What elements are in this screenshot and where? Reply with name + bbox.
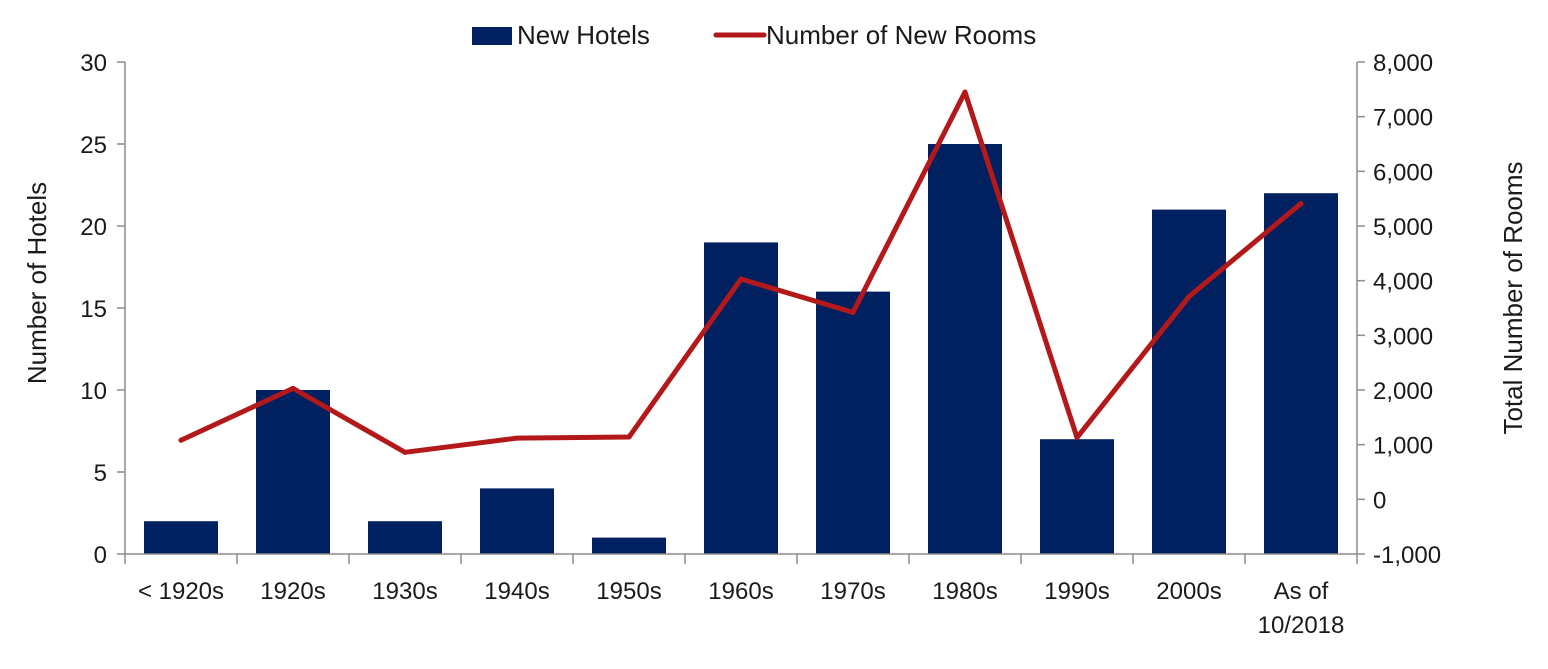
right-tick-label: 2,000 bbox=[1373, 378, 1433, 405]
left-axis-title: Number of Hotels bbox=[22, 182, 52, 384]
x-tick-label: 1930s bbox=[372, 578, 437, 605]
x-tick-label: 1950s bbox=[596, 578, 661, 605]
left-tick-label: 5 bbox=[94, 460, 107, 487]
line-point-new-rooms bbox=[850, 309, 856, 315]
line-point-new-rooms bbox=[514, 435, 520, 441]
bar-new-hotels bbox=[704, 242, 778, 554]
line-point-new-rooms bbox=[402, 449, 408, 455]
line-point-new-rooms bbox=[1298, 201, 1304, 207]
right-axis-title: Total Number of Rooms bbox=[1498, 161, 1528, 434]
x-tick-label: 1990s bbox=[1044, 578, 1109, 605]
bar-new-hotels bbox=[1040, 439, 1114, 554]
legend-label-new-hotels: New Hotels bbox=[517, 20, 650, 50]
x-tick-label: 1960s bbox=[708, 578, 773, 605]
right-axis-ticks: -1,000 0 1,000 2,000 3,000 4,000 5,000 6,000 7,0… bbox=[1373, 50, 1441, 569]
left-tick-label: 10 bbox=[80, 378, 107, 405]
right-tick-label: 4,000 bbox=[1373, 269, 1433, 296]
x-tick-label: As of 10/2018 bbox=[1258, 578, 1345, 639]
x-tick-label: 1940s bbox=[484, 578, 549, 605]
axes bbox=[117, 61, 1365, 564]
line-point-new-rooms bbox=[738, 276, 744, 282]
bar-new-hotels bbox=[144, 521, 218, 554]
left-tick-label: 20 bbox=[80, 214, 107, 241]
left-axis-ticks: 0 5 10 15 20 25 30 bbox=[80, 50, 107, 569]
right-tick-label: 8,000 bbox=[1373, 50, 1433, 77]
right-tick-label: 0 bbox=[1373, 487, 1386, 514]
right-tick-label: 6,000 bbox=[1373, 159, 1433, 186]
legend-label-new-rooms: Number of New Rooms bbox=[766, 20, 1036, 50]
x-tick-label: 1920s bbox=[260, 578, 325, 605]
x-tick-label: 1970s bbox=[820, 578, 885, 605]
bar-new-hotels bbox=[1152, 209, 1226, 554]
bar-new-hotels bbox=[256, 390, 330, 554]
legend: New Hotels Number of New Rooms bbox=[472, 20, 1036, 50]
x-tick-label: 1980s bbox=[932, 578, 997, 605]
bars-new-hotels bbox=[144, 144, 1338, 554]
line-new-rooms bbox=[178, 89, 1304, 455]
line-point-new-rooms bbox=[290, 385, 296, 391]
legend-swatch-new-hotels bbox=[472, 27, 512, 45]
line-point-new-rooms bbox=[1186, 294, 1192, 300]
left-tick-label: 0 bbox=[94, 542, 107, 569]
bar-new-hotels bbox=[592, 537, 666, 554]
right-tick-label: 5,000 bbox=[1373, 214, 1433, 241]
line-point-new-rooms bbox=[178, 437, 184, 443]
line-point-new-rooms bbox=[626, 434, 632, 440]
bar-new-hotels bbox=[816, 291, 890, 554]
bar-new-hotels bbox=[368, 521, 442, 554]
x-tick-label: < 1920s bbox=[138, 578, 224, 605]
left-tick-label: 25 bbox=[80, 132, 107, 159]
x-tick-label: 2000s bbox=[1156, 578, 1221, 605]
line-point-new-rooms bbox=[1074, 435, 1080, 441]
bar-new-hotels bbox=[1264, 193, 1338, 554]
line-point-new-rooms bbox=[962, 89, 968, 95]
right-tick-label: 7,000 bbox=[1373, 105, 1433, 132]
left-tick-label: 15 bbox=[80, 296, 107, 323]
right-tick-label: -1,000 bbox=[1373, 542, 1441, 569]
right-tick-label: 3,000 bbox=[1373, 323, 1433, 350]
left-tick-label: 30 bbox=[80, 50, 107, 77]
x-axis-ticks: < 1920s 1920s 1930s 1940s 1950s 1960s 1970s 198… bbox=[138, 578, 1344, 639]
right-tick-label: 1,000 bbox=[1373, 433, 1433, 460]
bar-new-hotels bbox=[480, 488, 554, 554]
bar-new-hotels bbox=[928, 144, 1002, 554]
